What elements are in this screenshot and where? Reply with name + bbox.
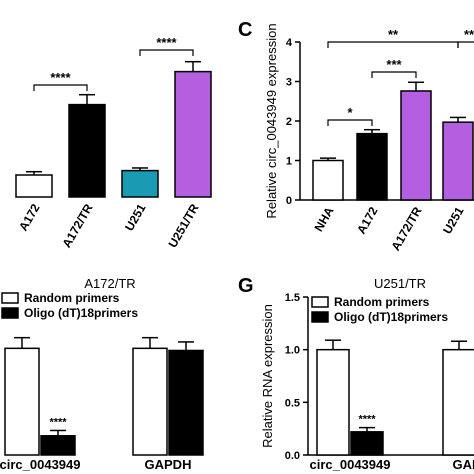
bar [400,90,432,201]
bar [4,347,40,456]
y-tick-label: 1 [286,156,292,168]
panel-label: C [238,19,252,41]
x-tick-label: A172/TR [59,201,95,250]
bar [68,103,106,198]
y-tick-label: 1.0 [285,345,300,357]
annotation: *** [386,57,402,72]
bar [316,348,350,456]
panel-label: G [238,275,254,297]
bar [356,132,388,201]
significance-bracket [33,84,88,91]
legend-label: Oligo (dT)18primers [334,310,448,324]
legend-label: Random primers [334,295,430,309]
x-tick-label: circ_0043949 [0,457,80,472]
bar [40,435,76,456]
y-axis-label: Relative RNA expression [260,304,275,448]
significance-bracket [371,71,417,78]
bar [442,121,474,201]
y-tick-label: 3 [286,77,292,89]
x-tick-label: U251/TR [165,201,201,250]
bar [350,431,384,456]
legend-swatch [1,292,19,304]
significance-bracket [139,49,194,56]
y-axis-label: Relative circ_0043949 expression [264,23,279,218]
y-tick-label: 0.0 [285,450,300,462]
bar [442,348,474,456]
legend-label: Oligo (dT)18primers [24,306,138,320]
y-tick-label: 0 [286,195,292,207]
x-tick-label: GAPDH [453,457,474,472]
legend-swatch [1,307,19,319]
annotation: * [347,105,353,120]
bar [168,349,204,456]
bar [121,169,159,198]
legend-swatch [311,311,329,323]
annotation: **** [50,70,71,85]
x-tick-label: A172 [16,201,43,233]
x-tick-label: A172/TR [388,204,424,253]
annotation: ** [464,27,474,42]
y-tick-label: 4 [286,37,293,49]
bar [15,174,53,198]
x-tick-label: circ_0043949 [310,457,391,472]
x-tick-label: A172 [354,204,381,236]
annotation: **** [358,414,376,426]
x-tick-label: NHA [311,204,336,234]
annotation: **** [156,35,177,50]
legend-swatch [311,296,329,308]
x-tick-label: U251 [122,201,149,233]
x-tick-label: U251 [440,204,467,236]
legend-label: Random primers [24,291,120,305]
annotation: ** [388,27,399,42]
bar [174,70,212,198]
annotation: **** [49,416,67,428]
y-tick-label: 0.5 [285,397,300,409]
x-tick-label: GAPDH [145,457,192,472]
significance-bracket [327,119,373,126]
bar [312,159,344,201]
bar [132,347,168,456]
chart-title: A172/TR [84,276,135,291]
significance-bracket [457,41,474,48]
y-tick-label: 1.5 [285,292,300,304]
chart-title: U251/TR [374,276,426,291]
significance-bracket [327,41,459,48]
y-tick-label: 2 [286,116,292,128]
